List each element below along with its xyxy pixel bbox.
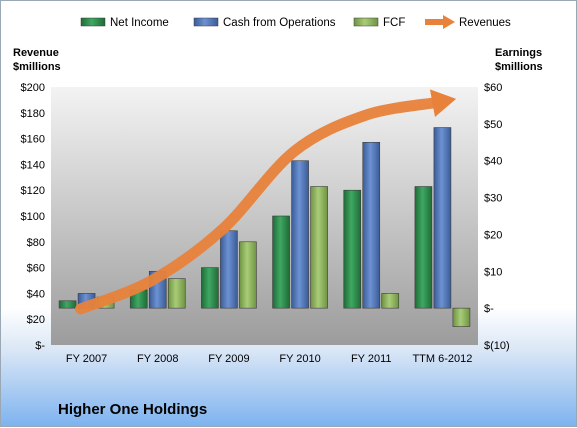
bar-net-income-4 [343,189,362,309]
revenues-line [75,96,442,315]
bar-fcf-4 [381,293,400,309]
revenue-line-group [75,89,457,315]
left-tick-label-2: $40 [27,288,45,300]
bar-cash-from-operations-3 [291,160,309,309]
left-tick-label-6: $120 [21,185,45,197]
x-tick-label-1: FY 2008 [137,353,178,365]
right-tick-label-2: $10 [484,266,502,278]
left-tick-label-9: $180 [21,108,45,120]
legend-label-revenues: Revenues [459,17,511,29]
left-axis-title-line1: Revenue [13,47,59,59]
right-tick-label-3: $20 [484,229,502,241]
x-tick-label-2: FY 2009 [208,353,249,365]
bar-fcf-5 [452,307,471,327]
left-tick-label-10: $200 [21,82,45,94]
bar-net-income-2 [201,267,219,309]
legend-swatch-fcf [353,17,379,27]
left-tick-label-7: $140 [21,159,45,171]
bar-net-income-0 [58,300,77,309]
left-tick-label-8: $160 [21,134,45,146]
x-tick-label-3: FY 2010 [279,353,320,365]
right-tick-label-6: $50 [484,119,502,131]
bar-cash-from-operations-4 [362,141,381,309]
bar-net-income-3 [272,215,290,309]
right-tick-label-0: $(10) [484,340,510,352]
legend-label-fcf: FCF [383,17,405,29]
chart-title: Higher One Holdings [58,401,207,418]
x-tick-label-0: FY 2007 [66,353,107,365]
legend: Net Income Cash from Operations FCF Revenue… [80,15,511,29]
bar-fcf-1 [167,278,186,309]
right-tick-label-1: $- [484,303,494,315]
left-tick-label-4: $80 [27,237,45,249]
bars-group [58,127,471,327]
right-tick-label-7: $60 [484,82,502,94]
revenues-arrowhead [429,89,457,117]
legend-label-cash-from-operations: Cash from Operations [223,17,336,29]
right-axis-title-line2: $millions [495,61,543,73]
right-tick-labels: $(10) $- $10 $20 $30 $40 $50 $60 [484,82,510,352]
bar-cash-from-operations-5 [433,127,452,309]
plot-area [51,87,478,345]
x-tick-label-5: TTM 6-2012 [412,353,472,365]
left-tick-label-3: $60 [27,263,45,275]
legend-swatch-cash-from-operations [193,17,219,27]
left-tick-label-1: $20 [27,314,45,326]
right-tick-label-4: $30 [484,193,502,205]
bar-net-income-5 [414,186,433,309]
legend-label-net-income: Net Income [110,17,169,29]
bar-fcf-3 [310,186,328,309]
bar-fcf-2 [239,241,257,309]
right-axis-title-line1: Earnings [495,47,542,59]
x-tick-labels: FY 2007 FY 2008 FY 2009 FY 2010 FY 2011 TTM 6… [66,353,472,365]
left-tick-labels: $- $20 $40 $60 $80 $100 $120 $140 $160 $180 $200 [21,82,46,352]
bar-cash-from-operations-2 [220,230,238,309]
right-tick-label-5: $40 [484,156,502,168]
legend-swatch-net-income [80,17,106,27]
left-tick-label-0: $- [35,340,45,352]
legend-swatch-revenues-head [443,15,455,29]
left-tick-label-5: $100 [21,211,45,223]
left-axis-title-line2: $millions [13,61,61,73]
x-tick-label-4: FY 2011 [351,353,392,365]
